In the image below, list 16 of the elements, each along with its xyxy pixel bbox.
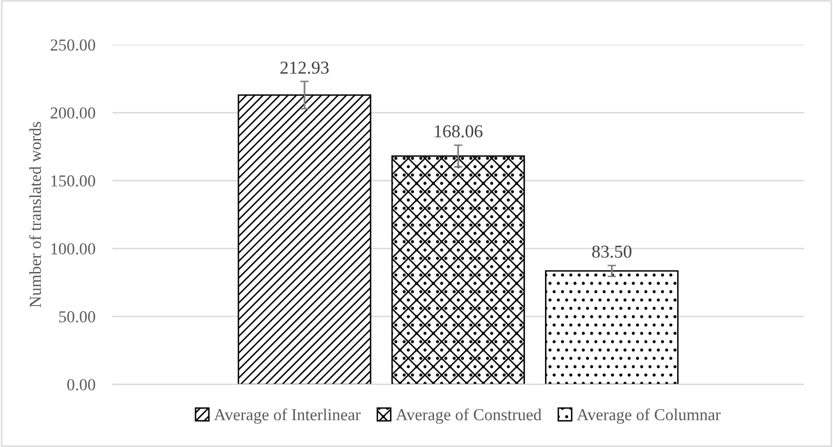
y-tick-label: 0.00 [67,379,96,390]
y-tick-label: 50.00 [59,311,96,322]
y-tick-label: 200.00 [50,107,96,119]
y-tick-label: 100.00 [51,243,96,255]
data-label: 168.06 [434,125,482,138]
legend-label: Average of Columnar [576,408,721,424]
data-label: 212.93 [280,62,329,74]
bar [238,94,372,384]
y-tick-label: 250.00 [50,39,96,51]
data-label: 83.50 [592,246,632,258]
bar [545,270,679,384]
legend-label: Average of Construed [396,408,542,424]
bar [391,155,525,384]
y-axis-title: Number of translated words [29,122,42,308]
legend-label: Average of Interlinear [214,408,361,424]
y-tick-label: 150.00 [51,175,96,187]
